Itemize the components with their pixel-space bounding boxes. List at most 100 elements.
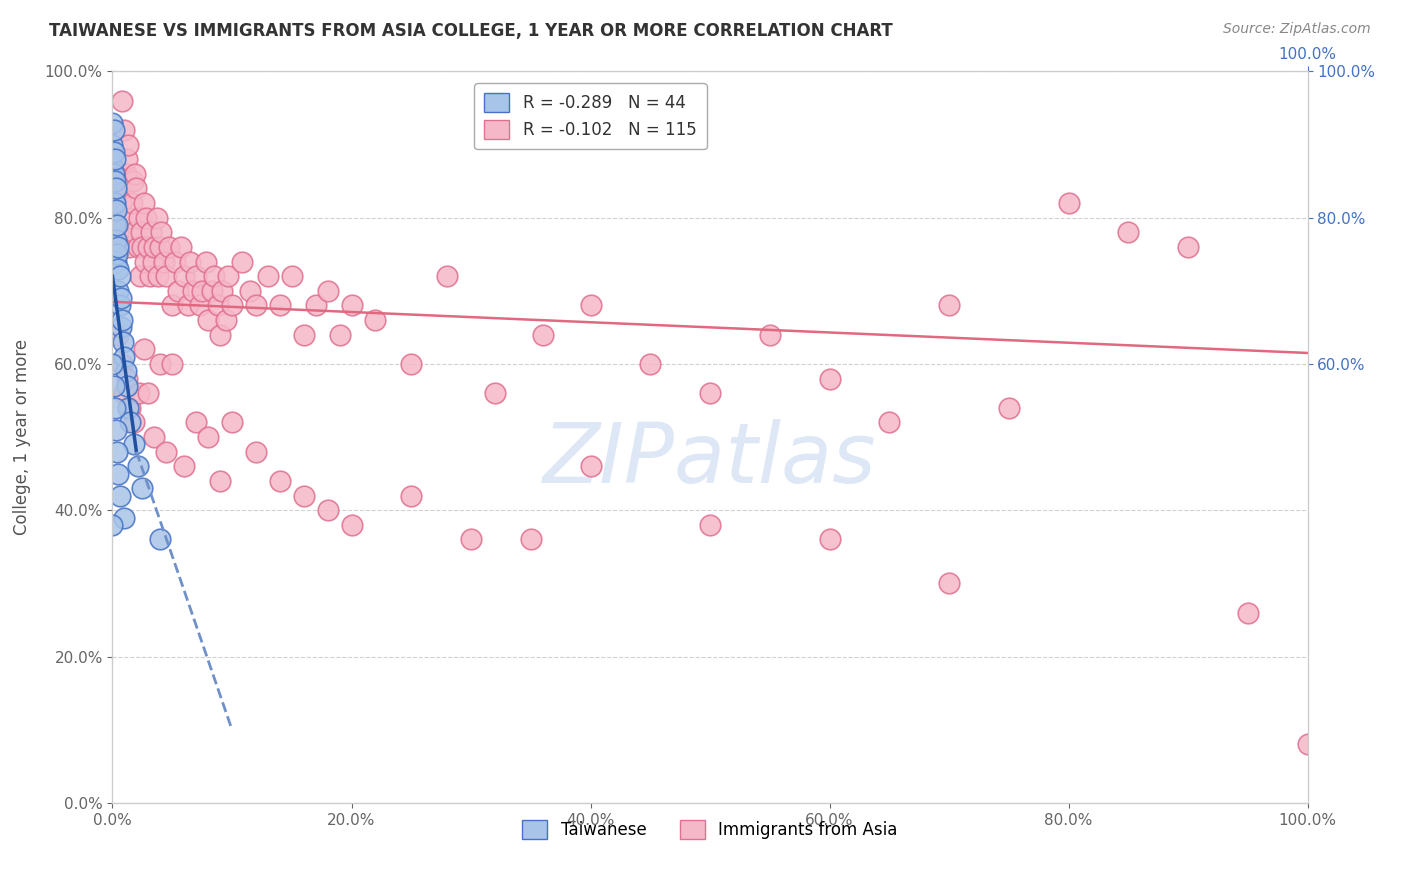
Point (699, 517, 721, 532)
Point (138, 386, 160, 401)
Point (221, 298, 243, 312)
Point (364, 313, 387, 327)
Point (998, 401, 1021, 415)
Point (105, 181, 128, 195)
Point (105, 233, 128, 247)
Point (122, 437, 145, 451)
Point (197, 430, 219, 444)
Point (111, 94, 134, 108)
Point (316, 284, 339, 298)
Legend: Taiwanese, Immigrants from Asia: Taiwanese, Immigrants from Asia (516, 814, 904, 846)
Point (115, 379, 138, 393)
Point (640, 357, 662, 371)
Point (292, 489, 315, 503)
Point (163, 254, 186, 268)
Point (340, 298, 363, 312)
Point (105, 218, 128, 232)
Point (202, 269, 225, 284)
Point (103, 145, 125, 159)
Point (121, 196, 143, 211)
Point (107, 467, 129, 481)
Point (257, 269, 280, 284)
Point (191, 284, 214, 298)
Point (128, 211, 150, 225)
Point (122, 416, 145, 430)
Point (114, 510, 135, 524)
Point (699, 386, 721, 401)
Point (107, 261, 129, 276)
Point (329, 327, 352, 342)
Point (110, 291, 132, 305)
Point (101, 517, 124, 532)
Point (103, 123, 125, 137)
Point (167, 284, 190, 298)
Point (104, 196, 127, 211)
Point (108, 489, 131, 503)
Point (1237, 606, 1260, 620)
Point (1118, 225, 1140, 239)
Point (132, 343, 155, 357)
Point (125, 181, 148, 195)
Point (579, 459, 602, 474)
Point (186, 269, 208, 284)
Point (103, 196, 125, 211)
Point (460, 533, 482, 547)
Text: ZIPatlas: ZIPatlas (543, 418, 877, 500)
Point (127, 459, 149, 474)
Point (105, 423, 128, 437)
Point (173, 269, 195, 284)
Point (107, 225, 129, 239)
Point (143, 240, 166, 254)
Point (818, 371, 841, 385)
Point (146, 269, 169, 284)
Point (120, 211, 142, 225)
Point (117, 401, 139, 415)
Point (111, 313, 134, 327)
Point (269, 474, 291, 488)
Point (110, 320, 132, 334)
Point (157, 240, 180, 254)
Point (316, 503, 339, 517)
Point (197, 313, 219, 327)
Point (120, 416, 142, 430)
Point (221, 416, 243, 430)
Point (134, 254, 156, 268)
Point (201, 284, 224, 298)
Point (938, 576, 960, 591)
Point (127, 240, 149, 254)
Point (107, 284, 129, 298)
Point (104, 174, 127, 188)
Point (104, 401, 127, 415)
Point (105, 247, 128, 261)
Point (436, 269, 458, 284)
Point (105, 444, 128, 458)
Point (128, 386, 150, 401)
Point (107, 327, 129, 342)
Text: TAIWANESE VS IMMIGRANTS FROM ASIA COLLEGE, 1 YEAR OR MORE CORRELATION CHART: TAIWANESE VS IMMIGRANTS FROM ASIA COLLEG… (49, 22, 893, 40)
Point (114, 364, 136, 378)
Point (112, 334, 135, 349)
Point (132, 196, 155, 211)
Point (177, 298, 200, 312)
Point (484, 386, 506, 401)
Point (162, 357, 183, 371)
Point (115, 371, 138, 385)
Point (245, 444, 267, 458)
Point (108, 269, 131, 284)
Y-axis label: College, 1 year or more: College, 1 year or more (13, 339, 31, 535)
Point (142, 254, 165, 268)
Point (143, 430, 166, 444)
Point (1057, 196, 1080, 211)
Point (101, 160, 124, 174)
Point (108, 298, 131, 312)
Point (281, 269, 304, 284)
Point (181, 284, 204, 298)
Point (305, 298, 328, 312)
Point (138, 240, 160, 254)
Point (139, 225, 162, 239)
Point (207, 298, 229, 312)
Point (759, 327, 782, 342)
Text: Source: ZipAtlas.com: Source: ZipAtlas.com (1223, 22, 1371, 37)
Point (211, 284, 233, 298)
Point (879, 416, 901, 430)
